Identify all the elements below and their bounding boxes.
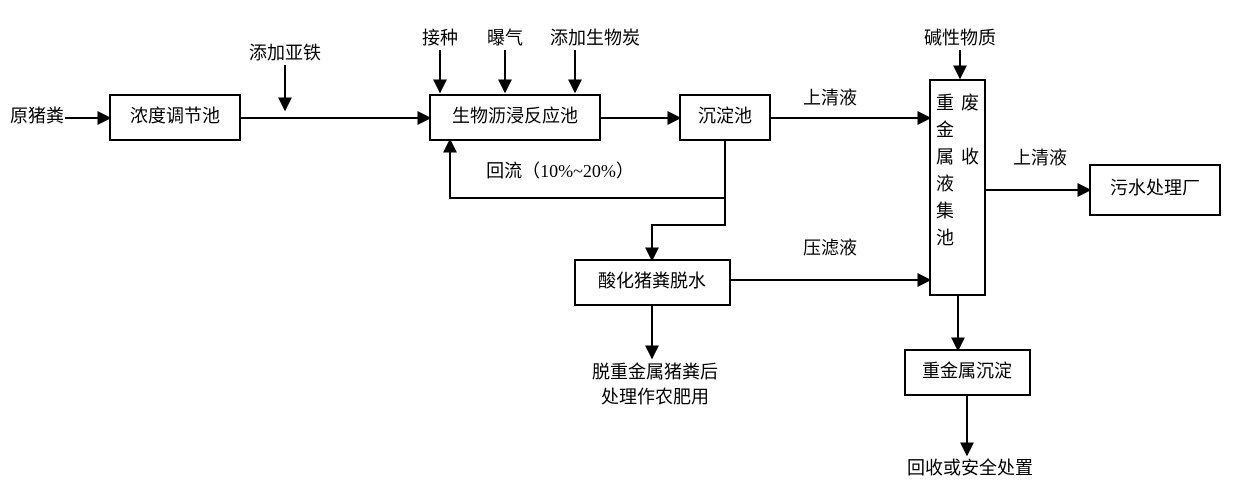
label-bioleach: 生物沥浸反应池 xyxy=(452,106,578,126)
edge-to-dewater xyxy=(652,198,725,260)
label-collect-l5: 集 xyxy=(936,201,954,221)
label-collect-l6: 池 xyxy=(936,228,954,248)
label-post-fert-1: 脱重金属猪粪后 xyxy=(592,362,718,382)
label-collect-l3: 属 xyxy=(936,147,954,167)
label-wwtp: 污水处理厂 xyxy=(1110,178,1200,198)
label-adjust-tank: 浓度调节池 xyxy=(130,106,220,126)
label-collect-l4: 液 xyxy=(936,174,954,194)
label-inoculate: 接种 xyxy=(422,28,458,48)
label-dispose: 回收或安全处置 xyxy=(907,458,1033,478)
label-dewater: 酸化猪粪脱水 xyxy=(598,271,706,291)
label-aeration: 曝气 xyxy=(487,28,523,48)
label-alkaline: 碱性物质 xyxy=(924,28,996,48)
label-supernatant2: 上清液 xyxy=(1013,148,1067,168)
label-hm-precip: 重金属沉淀 xyxy=(922,361,1012,381)
label-collect-r1: 废 xyxy=(961,93,979,113)
label-post-fert-2: 处理作农肥用 xyxy=(601,387,709,407)
label-reflux: 回流（10%~20%） xyxy=(486,161,634,181)
flowchart-canvas: 浓度调节池 生物沥浸反应池 沉淀池 重 金 属 液 集 池 废 收 污水处理厂 … xyxy=(0,0,1240,500)
label-add-ferrous: 添加亚铁 xyxy=(249,43,321,63)
label-input-raw: 原猪粪 xyxy=(10,106,64,126)
label-settling: 沉淀池 xyxy=(698,106,752,126)
label-collect-l1: 重 xyxy=(936,93,954,113)
label-supernatant1: 上清液 xyxy=(803,88,857,108)
label-filtrate: 压滤液 xyxy=(803,238,857,258)
label-add-biochar: 添加生物炭 xyxy=(550,28,640,48)
label-collect-r2: 收 xyxy=(961,147,979,167)
label-collect-l2: 金 xyxy=(936,120,954,140)
